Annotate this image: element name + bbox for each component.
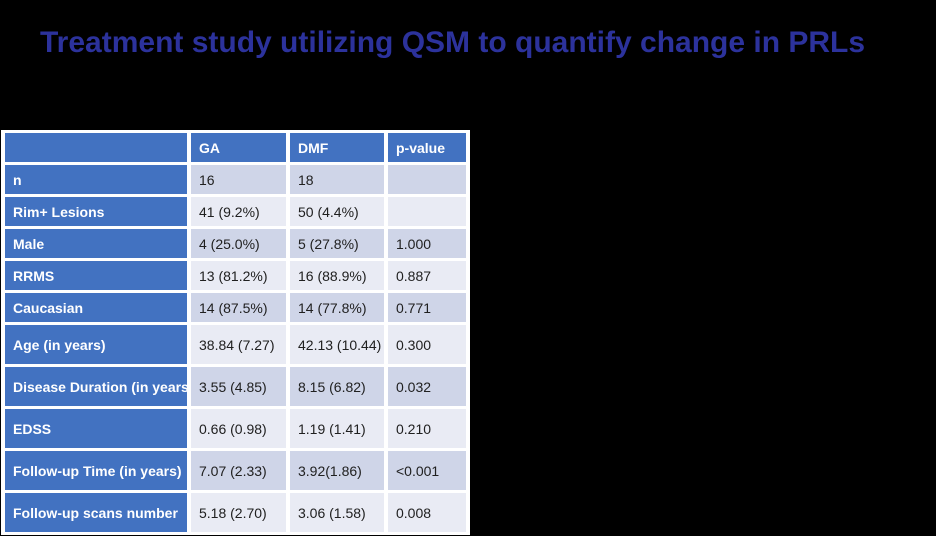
table-cell: 0.210 [388,409,466,448]
table-row-followup-time: Follow-up Time (in years) 7.07 (2.33) 3.… [5,451,466,490]
row-header-cell: EDSS [5,409,187,448]
table-cell: 3.55 (4.85) [191,367,286,406]
column-header-ga: GA [191,133,286,162]
row-header-cell: Follow-up Time (in years) [5,451,187,490]
table-cell: 42.13 (10.44) [290,325,384,364]
table-row-n: n 16 18 [5,165,466,194]
table-cell: 16 [191,165,286,194]
demographics-table: GA DMF p-value n 16 18 Rim+ Lesions 41 (… [1,130,470,535]
table-cell: 14 (77.8%) [290,293,384,322]
table-cell: 0.008 [388,493,466,532]
column-header-empty [5,133,187,162]
table-cell: 0.66 (0.98) [191,409,286,448]
table-cell: 0.300 [388,325,466,364]
table-row-caucasian: Caucasian 14 (87.5%) 14 (77.8%) 0.771 [5,293,466,322]
row-header-cell: Age (in years) [5,325,187,364]
header-row: GA DMF p-value [5,133,466,162]
column-header-dmf: DMF [290,133,384,162]
table-cell: 1.19 (1.41) [290,409,384,448]
table-cell: 8.15 (6.82) [290,367,384,406]
table-row-rim-lesions: Rim+ Lesions 41 (9.2%) 50 (4.4%) [5,197,466,226]
table-cell: 5 (27.8%) [290,229,384,258]
row-header-cell: n [5,165,187,194]
table-cell: 41 (9.2%) [191,197,286,226]
table-cell: 0.771 [388,293,466,322]
table-cell: 0.887 [388,261,466,290]
slide-title: Treatment study utilizing QSM to quantif… [40,26,866,59]
table-cell: 16 (88.9%) [290,261,384,290]
table-cell: 0.032 [388,367,466,406]
row-header-cell: Disease Duration (in years) [5,367,187,406]
table-cell: 18 [290,165,384,194]
column-header-pvalue: p-value [388,133,466,162]
table-cell: 50 (4.4%) [290,197,384,226]
row-header-cell: RRMS [5,261,187,290]
row-header-cell: Follow-up scans number [5,493,187,532]
table-row-age: Age (in years) 38.84 (7.27) 42.13 (10.44… [5,325,466,364]
table-cell: 14 (87.5%) [191,293,286,322]
table-row-disease-duration: Disease Duration (in years) 3.55 (4.85) … [5,367,466,406]
row-header-cell: Rim+ Lesions [5,197,187,226]
table-cell: 3.92(1.86) [290,451,384,490]
table-cell: <0.001 [388,451,466,490]
table-cell: 38.84 (7.27) [191,325,286,364]
table-row-rrms: RRMS 13 (81.2%) 16 (88.9%) 0.887 [5,261,466,290]
table-row-male: Male 4 (25.0%) 5 (27.8%) 1.000 [5,229,466,258]
table-cell: 1.000 [388,229,466,258]
table-row-edss: EDSS 0.66 (0.98) 1.19 (1.41) 0.210 [5,409,466,448]
row-header-cell: Male [5,229,187,258]
table-cell [388,197,466,226]
row-header-cell: Caucasian [5,293,187,322]
table-cell: 5.18 (2.70) [191,493,286,532]
table-cell: 7.07 (2.33) [191,451,286,490]
table-cell: 4 (25.0%) [191,229,286,258]
table-row-followup-scans: Follow-up scans number 5.18 (2.70) 3.06 … [5,493,466,532]
table-cell: 3.06 (1.58) [290,493,384,532]
table-cell [388,165,466,194]
table-cell: 13 (81.2%) [191,261,286,290]
